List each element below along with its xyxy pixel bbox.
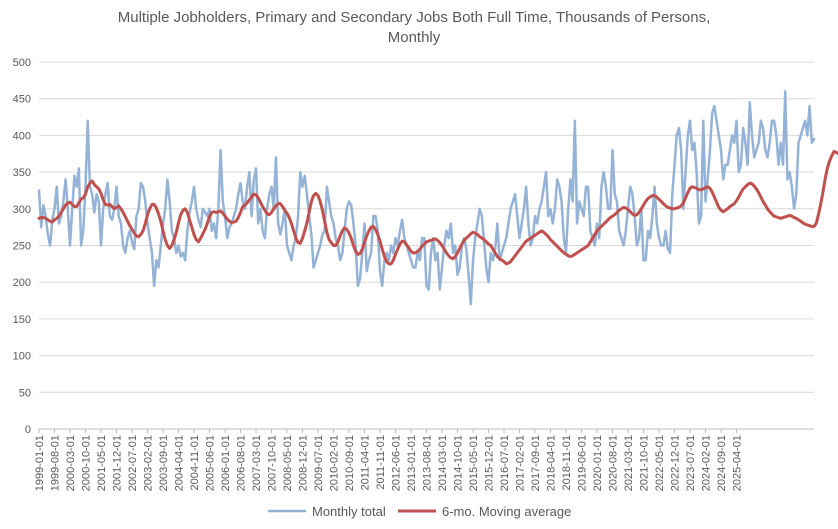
x-tick-label-2020-08-01: 2020-08-01	[608, 435, 620, 491]
x-tick-label-2011-11-01: 2011-11-01	[375, 435, 387, 490]
x-tick-label-2014-10-01: 2014-10-01	[453, 435, 465, 491]
x-tick-label-2022-05-01: 2022-05-01	[654, 435, 666, 491]
y-tick-label-450: 450	[13, 94, 31, 106]
legend: Monthly total 6-mo. Moving average	[268, 504, 571, 519]
x-tick-label-2010-09-01: 2010-09-01	[344, 435, 356, 491]
legend-label-moving-average: 6-mo. Moving average	[442, 504, 571, 519]
x-tick-label-2017-09-01: 2017-09-01	[530, 435, 542, 491]
x-tick-label-2016-07-01: 2016-07-01	[499, 435, 511, 491]
x-tick-label-2021-10-01: 2021-10-01	[639, 435, 651, 491]
chart-title-line-1: Multiple Jobholders, Primary and Seconda…	[118, 9, 711, 26]
x-tick-label-2023-07-01: 2023-07-01	[685, 435, 697, 491]
x-tick-label-2013-01-01: 2013-01-01	[406, 435, 418, 491]
x-tick-label-2000-03-01: 2000-03-01	[65, 435, 77, 491]
legend-label-monthly-total: Monthly total	[312, 504, 386, 519]
x-tick-label-2020-01-01: 2020-01-01	[592, 435, 604, 491]
y-tick-label-350: 350	[13, 167, 31, 179]
x-tick-label-2012-06-01: 2012-06-01	[391, 435, 403, 491]
x-tick-label-2002-07-01: 2002-07-01	[127, 435, 139, 491]
x-tick-label-2021-03-01: 2021-03-01	[623, 435, 635, 491]
x-tick-label-2024-02-01: 2024-02-01	[701, 435, 713, 491]
y-tick-label-100: 100	[13, 351, 31, 363]
x-tick-label-2004-11-01: 2004-11-01	[189, 435, 201, 490]
x-tick-label-2009-07-01: 2009-07-01	[313, 435, 325, 491]
x-tick-label-2000-10-01: 2000-10-01	[81, 435, 93, 491]
x-tick-label-2005-06-01: 2005-06-01	[205, 435, 217, 491]
x-tick-label-2013-08-01: 2013-08-01	[422, 435, 434, 491]
x-tick-label-2018-04-01: 2018-04-01	[546, 435, 558, 491]
series-line-moving-average	[37, 150, 838, 266]
y-tick-label-50: 50	[19, 387, 31, 399]
y-tick-label-250: 250	[13, 241, 31, 253]
x-tick-label-2007-03-01: 2007-03-01	[251, 435, 263, 491]
gridlines	[39, 61, 814, 430]
y-tick-label-150: 150	[13, 314, 31, 326]
x-tick-label-2003-09-01: 2003-09-01	[158, 435, 170, 491]
x-tick-label-2003-02-01: 2003-02-01	[143, 435, 155, 491]
x-tick-label-2025-04-01: 2025-04-01	[732, 435, 744, 491]
x-tick-label-2017-02-01: 2017-02-01	[515, 435, 527, 491]
x-axis-tick-marks	[38, 429, 737, 433]
series-line-monthly-total	[37, 90, 816, 306]
y-tick-label-200: 200	[13, 277, 31, 289]
x-tick-label-2001-05-01: 2001-05-01	[96, 435, 108, 491]
y-tick-label-500: 500	[13, 57, 31, 69]
x-tick-label-2015-12-01: 2015-12-01	[484, 435, 496, 491]
x-tick-label-2006-08-01: 2006-08-01	[236, 435, 248, 491]
x-tick-label-2024-09-01: 2024-09-01	[716, 435, 728, 491]
y-tick-label-400: 400	[13, 130, 31, 142]
x-tick-label-2015-05-01: 2015-05-01	[468, 435, 480, 491]
chart-title-line-2: Monthly	[388, 29, 441, 46]
x-tick-label-2006-01-01: 2006-01-01	[220, 435, 232, 491]
series-lines	[37, 90, 838, 306]
x-tick-label-1999-08-01: 1999-08-01	[50, 435, 62, 491]
x-tick-label-2022-12-01: 2022-12-01	[670, 435, 682, 491]
y-axis-tick-labels: 0 50 100 150 200 250 300 350 400 450 500	[13, 57, 31, 436]
x-tick-label-2010-02-01: 2010-02-01	[329, 435, 341, 491]
x-tick-label-1999-01-01: 1999-01-01	[34, 435, 46, 491]
x-tick-label-2007-10-01: 2007-10-01	[267, 435, 279, 491]
x-tick-label-2018-11-01: 2018-11-01	[561, 435, 573, 490]
x-tick-label-2011-04-01: 2011-04-01	[360, 435, 372, 490]
x-tick-label-2001-12-01: 2001-12-01	[112, 435, 124, 491]
y-tick-label-0: 0	[25, 424, 31, 436]
x-axis-tick-labels: 1999-01-01 1999-08-01 2000-03-01 2000-10-01…	[34, 435, 744, 491]
y-tick-label-300: 300	[13, 204, 31, 216]
x-tick-label-2008-05-01: 2008-05-01	[282, 435, 294, 491]
x-tick-label-2008-12-01: 2008-12-01	[298, 435, 310, 491]
x-tick-label-2014-03-01: 2014-03-01	[437, 435, 449, 491]
x-tick-label-2004-04-01: 2004-04-01	[174, 435, 186, 491]
x-tick-label-2019-06-01: 2019-06-01	[577, 435, 589, 491]
